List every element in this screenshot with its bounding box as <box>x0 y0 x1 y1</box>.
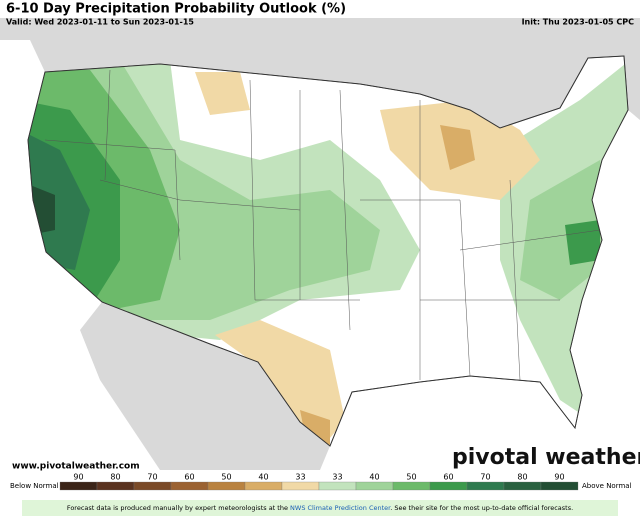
init-time: Init: Thu 2023-01-05 CPC <box>522 18 635 27</box>
legend-level: 33 <box>332 473 342 482</box>
legend-swatch <box>429 481 468 491</box>
footer-link[interactable]: NWS Climate Prediction Center <box>290 504 391 512</box>
legend-swatch <box>355 481 394 491</box>
legend-level: 50 <box>406 473 416 482</box>
footer-box <box>22 500 618 516</box>
legend-level: 70 <box>480 473 490 482</box>
legend-swatch <box>540 481 579 491</box>
legend-level: 50 <box>221 473 231 482</box>
legend-level: 80 <box>110 473 120 482</box>
legend-level: 40 <box>258 473 268 482</box>
legend-level: 80 <box>517 473 527 482</box>
legend-level: 60 <box>443 473 453 482</box>
legend-swatch <box>503 481 542 491</box>
footer-text: . See their site for the most up-to-date… <box>390 504 573 512</box>
above-60-east <box>565 220 600 265</box>
legend-below-label: Below Normal <box>10 482 59 490</box>
state-lines <box>44 69 601 381</box>
legend-swatch <box>170 481 209 491</box>
below-40-north <box>440 125 475 170</box>
logo: pivotal weather <box>452 445 640 470</box>
legend-swatch <box>318 481 357 491</box>
canada <box>0 18 640 128</box>
watermark: www.pivotalweather.com <box>12 462 140 472</box>
legend-swatch <box>59 481 98 491</box>
legend-swatch <box>466 481 505 491</box>
legend: 90 80 70 60 50 40 33 33 40 50 60 70 80 90 <box>59 473 579 491</box>
title: 6-10 Day Precipitation Probability Outlo… <box>6 2 346 17</box>
legend-swatch <box>133 481 172 491</box>
mexico <box>80 302 330 470</box>
us-border <box>27 55 629 447</box>
legend-level: 70 <box>147 473 157 482</box>
below-33-montana <box>195 72 250 115</box>
above-40-east <box>520 160 610 300</box>
legend-level: 40 <box>369 473 379 482</box>
legend-swatch <box>96 481 135 491</box>
valid-time: Valid: Wed 2023-01-11 to Sun 2023-01-15 <box>6 18 194 27</box>
legend-swatch <box>392 481 431 491</box>
legend-level: 60 <box>184 473 194 482</box>
legend-swatch <box>281 481 320 491</box>
legend-swatch <box>244 481 283 491</box>
legend-above-label: Above Normal <box>582 482 632 490</box>
legend-level: 33 <box>295 473 305 482</box>
footer-note: Forecast data is produced manually by ex… <box>67 504 573 512</box>
below-40-texas <box>300 410 330 445</box>
legend-level: 90 <box>554 473 564 482</box>
footer-text: Forecast data is produced manually by ex… <box>67 504 290 512</box>
legend-level: 90 <box>73 473 83 482</box>
legend-swatch <box>207 481 246 491</box>
